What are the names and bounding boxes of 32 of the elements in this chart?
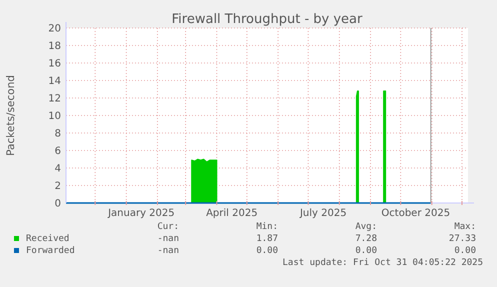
y-tick-label: 14 [48, 76, 61, 87]
text: Last update: Fri Oct 31 04:05:22 2025 [282, 258, 483, 268]
text: Min: [256, 222, 278, 232]
x-tick-label: July 2025 [298, 208, 347, 219]
text: Cur: [157, 222, 179, 232]
y-tick-label: 0 [54, 198, 61, 210]
text: 27.33 [448, 234, 476, 244]
text: 0.00 [355, 246, 377, 256]
text: -nan [157, 246, 179, 256]
text: 1.87 [256, 234, 278, 244]
x-tick-label: January 2025 [107, 208, 175, 219]
y-tick-label: 18 [48, 41, 61, 52]
y-tick-label: 16 [48, 58, 61, 70]
legend-label: Received [26, 234, 70, 244]
y-axis-title: Packets/second [5, 75, 17, 156]
y-tick-label: 12 [48, 94, 61, 104]
legend-label: Forwarded [26, 246, 75, 256]
text: Max: [454, 222, 476, 232]
y-tick-label: 6 [54, 146, 61, 157]
x-tick-label: April 2025 [206, 208, 258, 219]
y-tick-label: 10 [48, 111, 61, 122]
text: 7.28 [355, 234, 377, 244]
text: -nan [157, 234, 179, 244]
x-tick-label: October 2025 [381, 208, 450, 219]
text: Avg: [355, 222, 377, 232]
y-tick-label: 4 [54, 164, 61, 174]
y-tick-label: 2 [54, 181, 61, 192]
chart-title: Firewall Throughput - by year [172, 12, 364, 27]
y-tick-label: 20 [48, 24, 61, 34]
y-tick-label: 8 [54, 128, 61, 140]
text: 0.00 [454, 246, 476, 256]
text: 0.00 [256, 246, 278, 256]
